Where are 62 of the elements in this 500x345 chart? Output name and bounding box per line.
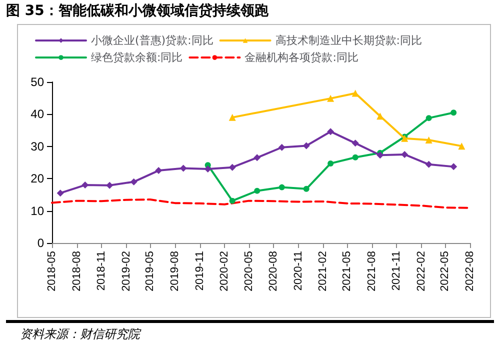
x-tick-label: 2022-08 [464,251,476,292]
text: 资料来源：财信研究院 [20,326,140,343]
x-tick-label: 2018-11 [96,251,108,291]
x-tick-label: 2020-02 [218,251,231,292]
point [425,136,432,144]
point [376,152,384,159]
legend-label: 金融机构各项贷款:同比 [244,51,358,64]
point [254,154,261,162]
point [426,115,432,122]
point [327,94,334,102]
x-tick-label: 2019-08 [169,251,182,292]
chart-title: 图 35：智能低碳和小微领域信贷持续领跑 [6,2,268,20]
point [82,182,89,189]
point [425,160,432,168]
point [278,184,285,190]
x-tick-label: 2020-05 [242,251,255,292]
point [376,112,384,120]
y-tick-label: 30 [30,139,44,154]
x-tick-label: 2019-02 [120,251,132,292]
legend-label: 高技术制造业中长期贷款:同比 [275,34,422,47]
point [302,142,310,150]
point [254,188,260,194]
point [303,186,310,192]
point [401,150,408,158]
y-tick-label: 40 [30,107,44,122]
point [106,182,114,189]
x-tick-label: 2019-05 [144,251,156,292]
point [327,128,334,136]
x-tick-label: 2018-08 [70,251,83,292]
x-tick-label: 2020-11 [292,251,304,291]
x-tick-label: 2022-02 [415,251,428,292]
point [180,164,187,172]
y-tick-label: 10 [30,204,44,218]
x-tick-label: 2021-08 [366,251,378,292]
point [204,165,212,172]
legend-label: 绿色贷款余额:同比 [91,51,183,64]
point [228,114,236,121]
point [352,154,358,160]
point [328,160,334,166]
point [229,198,236,204]
point [228,164,236,171]
x-tick-label: 2018-05 [46,251,58,292]
point [450,110,457,116]
y-tick-label: 50 [30,75,44,89]
point [352,140,359,147]
point [130,178,138,186]
y-tick-label: 20 [30,172,44,186]
x-tick-label: 2020-08 [268,251,280,292]
x-tick-label: 2022-05 [439,251,452,292]
x-tick-label: 2019-11 [194,251,206,291]
point [278,144,286,151]
x-tick-label: 2021-02 [317,251,330,292]
x-tick-label: 2021-05 [340,251,353,292]
point [458,142,466,150]
y-tick-label: 0 [37,236,44,250]
point [56,190,64,197]
point [450,163,458,170]
legend-label: 小微企业(普惠)贷款:同比 [91,34,214,47]
point [155,167,162,174]
line-series [51,198,471,209]
point [352,90,359,97]
x-tick-label: 2021-11 [390,251,403,291]
